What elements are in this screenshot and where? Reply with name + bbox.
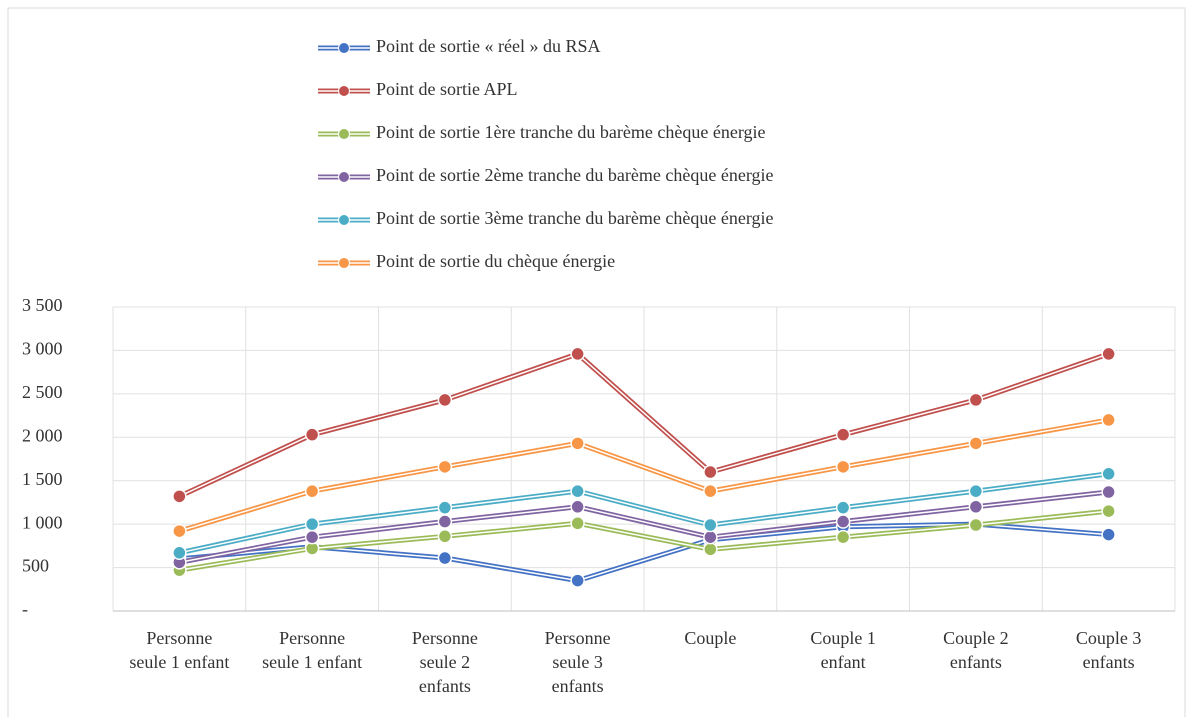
series-line-inner	[179, 510, 1109, 571]
point	[1101, 484, 1116, 500]
point	[172, 489, 187, 504]
point	[304, 483, 320, 499]
point	[835, 500, 851, 515]
legend-label: Point de sortie 3ème tranche du barème c…	[376, 208, 774, 228]
legend-label: Point de sortie 1ère tranche du barème c…	[376, 122, 766, 142]
y-tick-label: 1 500	[22, 469, 63, 489]
point	[570, 499, 585, 515]
point	[304, 529, 320, 545]
point	[570, 573, 585, 588]
point	[437, 529, 453, 544]
legend-label: Point de sortie du chèque énergie	[376, 251, 615, 271]
point	[1101, 503, 1116, 519]
x-tick-label: Couple 1 enfant	[810, 628, 876, 672]
legend-marker	[338, 128, 350, 140]
y-tick-label: 2 000	[22, 425, 63, 445]
y-tick-label: 3 000	[22, 339, 63, 359]
point	[570, 346, 585, 362]
point	[172, 523, 187, 539]
point	[703, 464, 718, 480]
point	[304, 516, 320, 532]
point	[172, 545, 187, 561]
x-tick-label: Couple 2 enfants	[943, 628, 1009, 672]
legend-marker	[338, 42, 350, 54]
y-tick-label: 1 000	[22, 512, 63, 532]
chart-frame	[7, 7, 1186, 717]
series-line-inner	[179, 353, 1109, 498]
point	[437, 550, 453, 566]
y-tick-label: -	[22, 599, 28, 619]
y-tick-label: 3 500	[22, 295, 63, 315]
point	[968, 436, 984, 451]
series-line-inner	[179, 419, 1109, 532]
point	[437, 514, 453, 529]
legend-marker	[338, 257, 350, 269]
point	[1101, 466, 1116, 482]
point	[437, 459, 453, 475]
point	[304, 427, 320, 442]
point	[835, 427, 851, 442]
point	[1101, 527, 1116, 542]
legend-marker	[338, 214, 350, 226]
x-tick-label: Couple	[684, 628, 737, 648]
point	[1101, 412, 1116, 428]
x-tick-label: Couple 3 enfants	[1075, 628, 1142, 672]
point	[968, 517, 984, 533]
y-tick-label: 500	[22, 556, 49, 576]
legend-marker	[338, 85, 350, 97]
point	[703, 542, 718, 557]
legend-label: Point de sortie « réel » du RSA	[376, 36, 600, 56]
point	[703, 529, 718, 545]
legend-label: Point de sortie APL	[376, 79, 518, 99]
x-tick-label: Personne seule 2 enfants	[411, 628, 478, 696]
point	[437, 500, 453, 515]
point	[968, 392, 984, 408]
x-tick-label: Personne seule 1 enfant	[129, 628, 230, 672]
point	[570, 483, 585, 499]
series-line-inner	[179, 491, 1109, 564]
series-line-inner	[179, 473, 1109, 554]
point	[968, 499, 984, 515]
point	[835, 459, 851, 475]
y-tick-label: 2 500	[22, 382, 63, 402]
point	[703, 483, 718, 499]
point	[835, 514, 851, 529]
point	[703, 517, 718, 533]
x-tick-label: Personne seule 1 enfant	[262, 628, 363, 672]
point	[835, 529, 851, 545]
legend-marker	[338, 171, 350, 183]
point	[968, 483, 984, 499]
legend-label: Point de sortie 2ème tranche du barème c…	[376, 165, 774, 185]
point	[437, 392, 453, 408]
point	[570, 516, 585, 531]
point	[1101, 346, 1116, 362]
x-tick-label: Personne seule 3 enfants	[544, 628, 611, 696]
point	[570, 436, 585, 451]
